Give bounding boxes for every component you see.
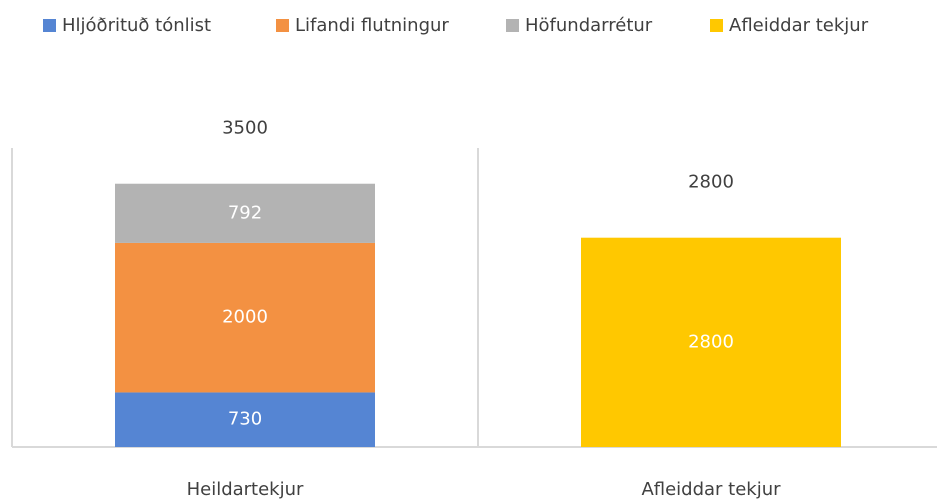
- legend-label: Afleiddar tekjur: [729, 15, 869, 36]
- bar-segment: [115, 183, 375, 243]
- data-label: 792: [228, 202, 262, 223]
- bar-segment: [581, 237, 841, 447]
- data-label: 2800: [688, 331, 734, 352]
- bar-segment: [115, 392, 375, 447]
- legend-label: Lifandi flutningur: [295, 15, 449, 36]
- legend-swatch: [276, 19, 289, 32]
- legend-label: Höfundarrétur: [525, 15, 653, 36]
- legend-swatch: [710, 19, 723, 32]
- x-tick-label: Afleiddar tekjur: [641, 479, 781, 500]
- bar-segment: [115, 242, 375, 393]
- total-label: 3500: [222, 118, 268, 139]
- legend-swatch: [43, 19, 56, 32]
- x-tick-label: Heildartekjur: [187, 479, 304, 500]
- legend-label: Hljóðrituð tónlist: [62, 15, 211, 36]
- legend-swatch: [506, 19, 519, 32]
- total-label: 2800: [688, 172, 734, 193]
- data-label: 2000: [222, 307, 268, 328]
- data-label: 730: [228, 409, 262, 430]
